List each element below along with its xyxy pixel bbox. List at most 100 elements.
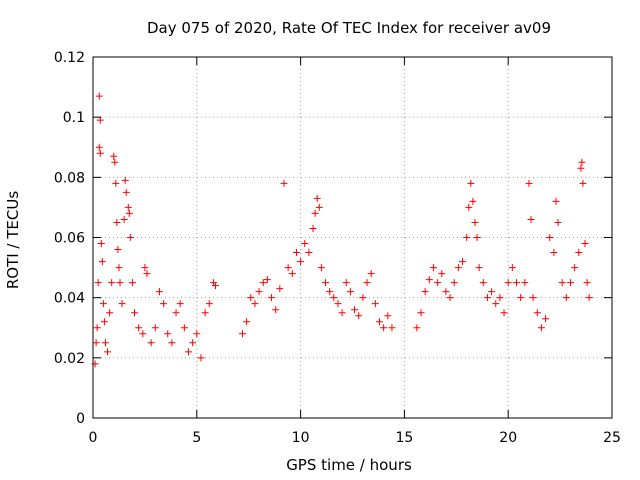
data-point bbox=[141, 264, 149, 272]
data-point bbox=[276, 285, 284, 293]
data-point bbox=[471, 218, 479, 226]
data-point bbox=[180, 324, 188, 332]
data-point bbox=[96, 149, 104, 157]
x-tick-label: 0 bbox=[89, 430, 98, 446]
data-point bbox=[164, 330, 172, 338]
data-point bbox=[98, 258, 106, 266]
data-points bbox=[91, 92, 593, 368]
data-point bbox=[380, 324, 388, 332]
data-point bbox=[268, 294, 276, 302]
data-point bbox=[110, 152, 118, 160]
data-point bbox=[122, 188, 130, 196]
data-point bbox=[93, 324, 101, 332]
data-point bbox=[367, 270, 375, 278]
data-point bbox=[124, 203, 132, 211]
data-point bbox=[508, 264, 516, 272]
data-point bbox=[384, 312, 392, 320]
y-tick-label: 0.02 bbox=[54, 351, 85, 367]
data-point bbox=[429, 264, 437, 272]
data-point bbox=[128, 279, 136, 287]
data-point bbox=[95, 92, 103, 100]
data-point bbox=[135, 324, 143, 332]
data-point bbox=[330, 294, 338, 302]
x-axis-label: GPS time / hours bbox=[286, 456, 412, 474]
data-point bbox=[371, 300, 379, 308]
y-tick-label: 0 bbox=[76, 411, 85, 427]
data-point bbox=[184, 348, 192, 356]
y-tick-label: 0.12 bbox=[54, 50, 85, 66]
axis-ticks: 0 5 10 15 20 25 0 0.02 0.04 0.06 0.08 0.1 0.12 bbox=[54, 50, 621, 446]
data-point bbox=[116, 279, 124, 287]
data-point bbox=[438, 270, 446, 278]
y-tick-label: 0.04 bbox=[54, 291, 85, 307]
data-point bbox=[147, 339, 155, 347]
data-point bbox=[554, 218, 562, 226]
data-point bbox=[131, 309, 139, 317]
data-point bbox=[496, 294, 504, 302]
data-point bbox=[176, 300, 184, 308]
data-point bbox=[355, 312, 363, 320]
data-point bbox=[95, 143, 103, 151]
data-point bbox=[585, 294, 593, 302]
data-point bbox=[434, 279, 442, 287]
data-point bbox=[112, 179, 120, 187]
data-point bbox=[143, 270, 151, 278]
data-point bbox=[151, 324, 159, 332]
data-point bbox=[106, 309, 114, 317]
data-point bbox=[94, 279, 102, 287]
data-point bbox=[263, 276, 271, 284]
data-point bbox=[446, 294, 454, 302]
data-point bbox=[108, 279, 116, 287]
data-point bbox=[259, 279, 267, 287]
data-point bbox=[297, 258, 305, 266]
data-point bbox=[193, 330, 201, 338]
data-point bbox=[492, 300, 500, 308]
data-point bbox=[488, 288, 496, 296]
data-point bbox=[317, 264, 325, 272]
data-point bbox=[168, 339, 176, 347]
y-axis-label: ROTI / TECUs bbox=[4, 191, 22, 289]
data-point bbox=[537, 324, 545, 332]
data-point bbox=[96, 116, 104, 124]
data-point bbox=[346, 288, 354, 296]
data-point bbox=[421, 288, 429, 296]
data-point bbox=[111, 158, 119, 166]
data-point bbox=[160, 300, 168, 308]
data-point bbox=[581, 240, 589, 248]
x-tick-label: 15 bbox=[395, 430, 413, 446]
data-point bbox=[115, 264, 123, 272]
data-point bbox=[552, 197, 560, 205]
data-point bbox=[388, 324, 396, 332]
data-point bbox=[450, 279, 458, 287]
x-tick-label: 25 bbox=[603, 430, 621, 446]
data-point bbox=[425, 276, 433, 284]
data-point bbox=[104, 348, 112, 356]
data-point bbox=[513, 279, 521, 287]
data-point bbox=[465, 203, 473, 211]
data-point bbox=[120, 215, 128, 223]
data-point bbox=[251, 300, 259, 308]
data-point bbox=[309, 224, 317, 232]
data-point bbox=[583, 279, 591, 287]
data-point bbox=[479, 279, 487, 287]
data-point bbox=[454, 264, 462, 272]
data-point bbox=[125, 209, 133, 217]
data-point bbox=[288, 270, 296, 278]
data-point bbox=[558, 279, 566, 287]
data-point bbox=[483, 294, 491, 302]
data-point bbox=[189, 339, 197, 347]
data-point bbox=[517, 294, 525, 302]
data-point bbox=[272, 306, 280, 314]
data-point bbox=[139, 330, 147, 338]
data-point bbox=[363, 279, 371, 287]
data-point bbox=[322, 279, 330, 287]
chart-title: Day 075 of 2020, Rate Of TEC Index for r… bbox=[147, 19, 551, 37]
data-point bbox=[97, 240, 105, 248]
data-point bbox=[326, 288, 334, 296]
data-point bbox=[459, 258, 467, 266]
data-point bbox=[238, 330, 246, 338]
data-point bbox=[527, 215, 535, 223]
data-point bbox=[566, 279, 574, 287]
data-point bbox=[305, 249, 313, 257]
data-point bbox=[463, 234, 471, 241]
